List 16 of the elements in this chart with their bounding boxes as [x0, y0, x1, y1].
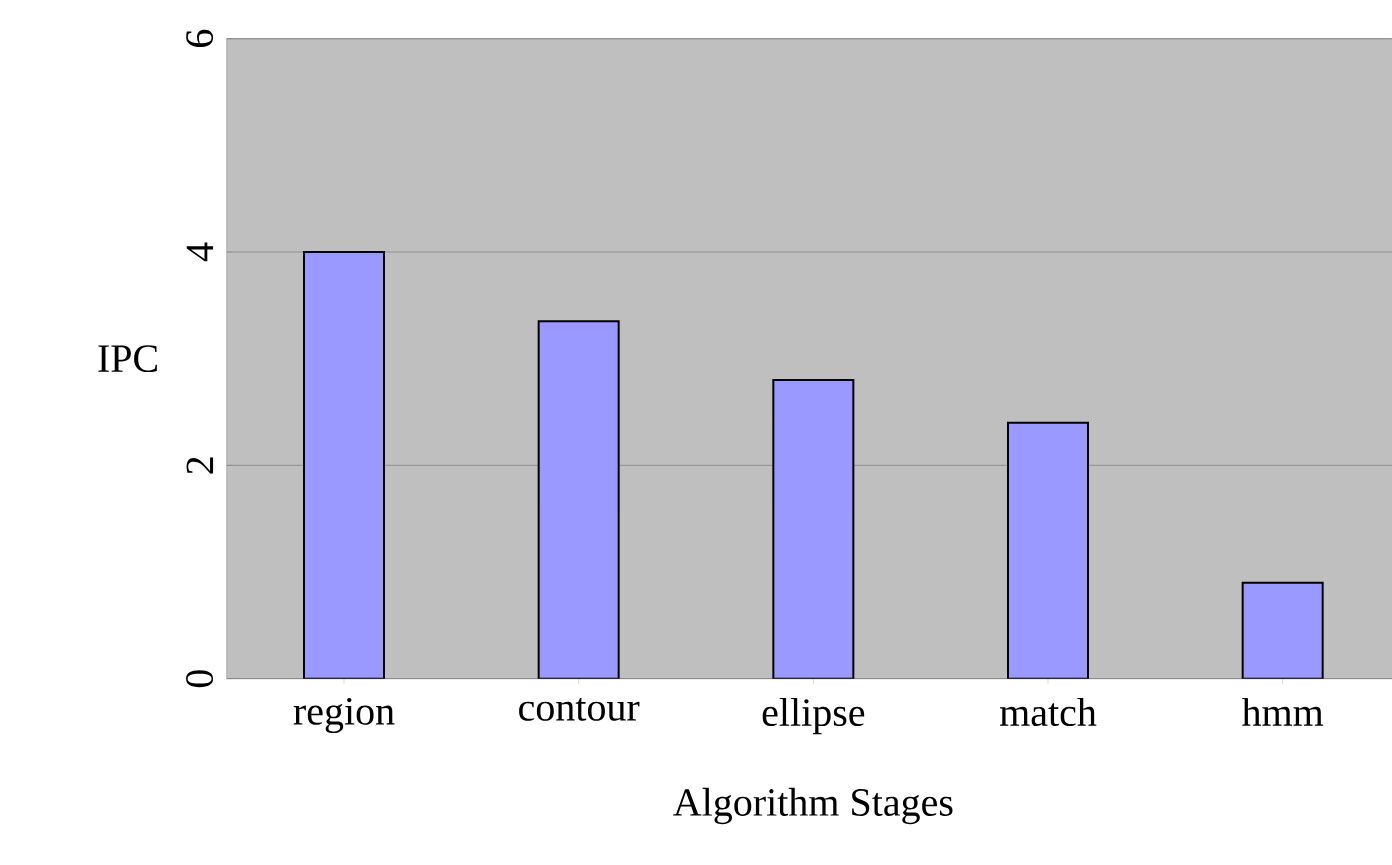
bar: [772, 378, 855, 679]
y-tick-label: 0: [186, 670, 214, 687]
bar: [303, 250, 386, 679]
bar: [1241, 581, 1324, 679]
y-tick-label: 2: [186, 457, 214, 474]
y-tick-label: 6: [186, 29, 214, 47]
y-axis-title: IPC: [98, 345, 157, 372]
x-tick-label: region: [293, 697, 395, 733]
x-tick-label: hmm: [1241, 697, 1324, 726]
x-tick-label: ellipse: [762, 697, 865, 735]
bar: [1007, 421, 1089, 679]
y-tick-label: 4: [186, 242, 214, 262]
x-tick-label: match: [999, 697, 1097, 726]
x-tick-label: contour: [519, 697, 640, 721]
x-axis-title: Algorithm Stages: [673, 787, 953, 825]
bar: [537, 320, 620, 679]
